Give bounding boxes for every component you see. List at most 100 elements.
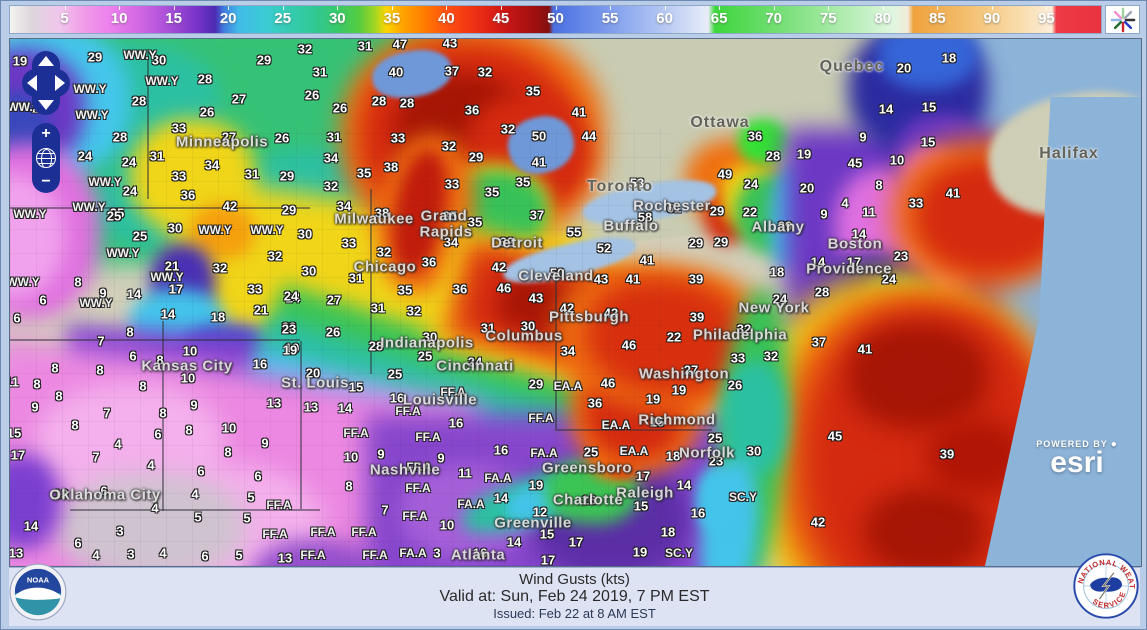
city-label: Oklahoma City bbox=[49, 486, 161, 504]
gust-value-label: 33 bbox=[171, 120, 187, 136]
gust-value-label: 25 bbox=[132, 228, 148, 244]
gust-value-label: 34 bbox=[204, 157, 220, 173]
legend-options-button[interactable] bbox=[1105, 5, 1140, 34]
gust-value-label: 4 bbox=[841, 195, 849, 211]
gust-value-label: 6 bbox=[13, 310, 21, 326]
state-border-line bbox=[300, 341, 302, 509]
gust-value-label: 25 bbox=[417, 348, 433, 364]
gust-value-label: 18 bbox=[769, 264, 785, 280]
gust-value-label: 19 bbox=[796, 146, 812, 162]
gust-value-label: 36 bbox=[180, 187, 196, 203]
hazard-label: FA.A bbox=[484, 471, 512, 485]
state-border-line bbox=[10, 339, 300, 341]
gust-value-label: 25 bbox=[387, 366, 403, 382]
gust-value-label: 21 bbox=[253, 302, 269, 318]
gust-value-label: 14 bbox=[160, 306, 176, 322]
gust-value-label: 42 bbox=[491, 259, 507, 275]
gust-value-label: 18 bbox=[941, 50, 957, 66]
field-blob bbox=[10, 454, 60, 549]
gust-value-label: 32 bbox=[297, 41, 313, 57]
gust-value-label: 3 bbox=[116, 523, 124, 539]
gust-value-label: 8 bbox=[185, 422, 193, 438]
gust-value-label: 43 bbox=[442, 38, 458, 51]
gust-value-label: 32 bbox=[477, 64, 493, 80]
gust-value-label: 42 bbox=[222, 198, 238, 214]
gust-value-label: 8 bbox=[55, 388, 63, 404]
gust-value-label: 41 bbox=[531, 154, 547, 170]
gust-value-label: 31 bbox=[312, 64, 328, 80]
state-border-line bbox=[70, 509, 320, 511]
gust-value-label: 46 bbox=[496, 280, 512, 296]
home-globe-icon[interactable] bbox=[36, 148, 56, 168]
gust-value-label: 47 bbox=[392, 38, 408, 52]
city-label: Providence bbox=[806, 260, 892, 278]
zoom-out-button[interactable]: − bbox=[41, 173, 51, 190]
gust-value-label: 14 bbox=[126, 286, 142, 302]
legend-value: 55 bbox=[601, 10, 619, 27]
gust-value-label: 53 bbox=[629, 175, 645, 191]
gust-value-label: 23 bbox=[708, 453, 724, 469]
basemap-city-label: Ottawa bbox=[690, 114, 750, 131]
gust-value-label: 31 bbox=[357, 38, 373, 54]
city-label: Buffalo bbox=[603, 217, 659, 235]
gust-value-label: 4 bbox=[191, 486, 199, 502]
pan-up-arrow[interactable] bbox=[38, 56, 54, 66]
city-label: Raleigh bbox=[616, 484, 674, 502]
gust-value-label: 40 bbox=[388, 64, 404, 80]
legend-value: 60 bbox=[656, 10, 673, 27]
gust-value-label: 6 bbox=[201, 548, 209, 564]
gust-value-label: 41 bbox=[857, 341, 873, 357]
gust-value-label: 28 bbox=[112, 129, 128, 145]
gust-value-label: 8 bbox=[74, 274, 82, 290]
gust-value-label: 19 bbox=[645, 391, 661, 407]
gust-value-label: 34 bbox=[323, 150, 339, 166]
gust-value-label: 32 bbox=[323, 178, 339, 194]
gust-value-label: 36 bbox=[747, 128, 763, 144]
city-label: Washington bbox=[638, 365, 730, 383]
gust-value-label: 14 bbox=[676, 477, 692, 493]
gust-value-label: 26 bbox=[325, 324, 341, 340]
legend-value: 45 bbox=[492, 10, 510, 27]
gust-value-label: 16 bbox=[472, 545, 488, 561]
legend-tick bbox=[773, 6, 775, 10]
gust-value-label: 28 bbox=[765, 148, 781, 164]
gust-value-label: 35 bbox=[356, 165, 372, 181]
state-border-line bbox=[162, 321, 164, 511]
gust-value-label: 33 bbox=[341, 235, 357, 251]
pan-left-arrow[interactable] bbox=[27, 75, 37, 91]
gust-value-label: 45 bbox=[827, 428, 843, 444]
gust-value-label: 17 bbox=[635, 468, 651, 484]
gust-value-label: 30 bbox=[297, 226, 313, 242]
noaa-logo: NOAA bbox=[9, 563, 67, 621]
gust-value-label: 17 bbox=[540, 552, 556, 567]
pan-down-arrow[interactable] bbox=[38, 100, 54, 110]
gust-value-label: 34 bbox=[560, 343, 576, 359]
city-label: Atlanta bbox=[450, 546, 506, 564]
pan-right-arrow[interactable] bbox=[55, 75, 65, 91]
legend-tick bbox=[500, 6, 502, 10]
gust-value-label: 36 bbox=[587, 395, 603, 411]
legend-value: 35 bbox=[383, 10, 401, 27]
gust-value-label: 32 bbox=[267, 248, 283, 264]
gust-value-label: 55 bbox=[566, 224, 582, 240]
gust-value-label: 30 bbox=[520, 318, 536, 334]
gust-value-label: 30 bbox=[151, 52, 167, 68]
gust-value-label: 36 bbox=[452, 281, 468, 297]
zoom-in-button[interactable]: + bbox=[41, 125, 51, 142]
state-border-line bbox=[370, 189, 372, 374]
gust-value-label: 25 bbox=[109, 205, 125, 221]
gust-value-label: 6 bbox=[154, 426, 162, 442]
gust-value-label: 41 bbox=[625, 271, 641, 287]
gust-value-label: 6 bbox=[39, 292, 47, 308]
gust-value-label: 27 bbox=[231, 91, 247, 107]
legend-value: 70 bbox=[765, 10, 783, 27]
gust-value-label: 22 bbox=[666, 329, 682, 345]
legend-tick bbox=[228, 6, 230, 10]
gust-value-label: 24 bbox=[283, 288, 299, 304]
gust-value-label: 19 bbox=[671, 382, 687, 398]
esri-attribution[interactable]: POWERED BY esri bbox=[1018, 439, 1136, 479]
map-canvas[interactable]: 1929302928272826263326282726262424313431… bbox=[9, 38, 1142, 567]
city-label: New York bbox=[738, 299, 810, 317]
esri-logo: esri bbox=[1050, 446, 1104, 479]
